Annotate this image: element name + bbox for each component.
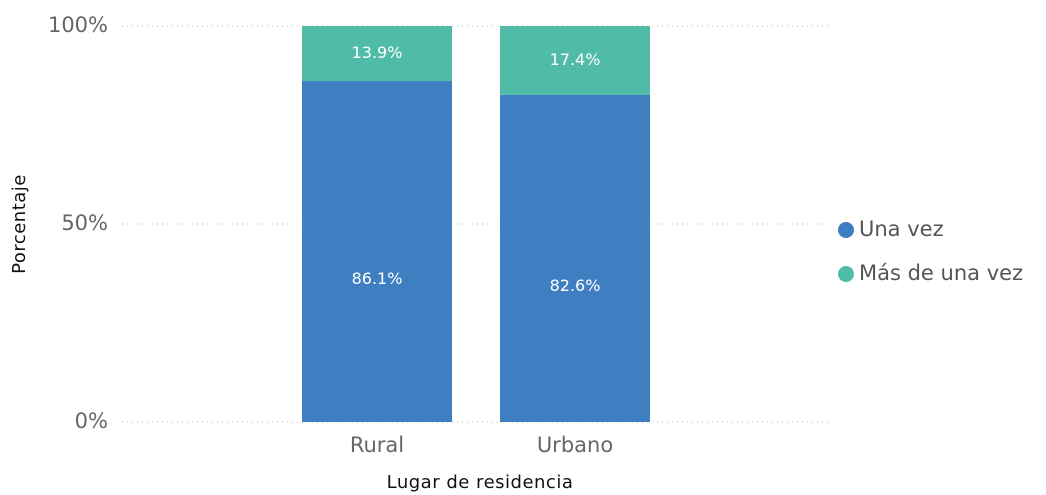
data-label: 82.6% [550,276,601,295]
x-tick-label: Rural [350,433,404,457]
legend-label: Una vez [859,217,944,241]
data-label: 13.9% [352,43,403,62]
y-tick-label: 100% [48,13,108,37]
y-tick-label: 50% [61,211,108,235]
x-axis-title: Lugar de residencia [387,472,574,493]
bar-segment [500,26,650,95]
y-tick-label: 0% [75,409,108,433]
bar-segment [500,94,650,423]
bar-segment [302,81,452,422]
y-axis-title: Porcentaje [9,174,30,274]
legend-marker [838,266,854,282]
data-label: 17.4% [550,50,601,69]
x-tick-label: Urbano [537,433,613,457]
bar-segment [302,26,452,82]
data-label: 86.1% [352,269,403,288]
legend-label: Más de una vez [859,261,1023,285]
legend-marker [838,222,854,238]
